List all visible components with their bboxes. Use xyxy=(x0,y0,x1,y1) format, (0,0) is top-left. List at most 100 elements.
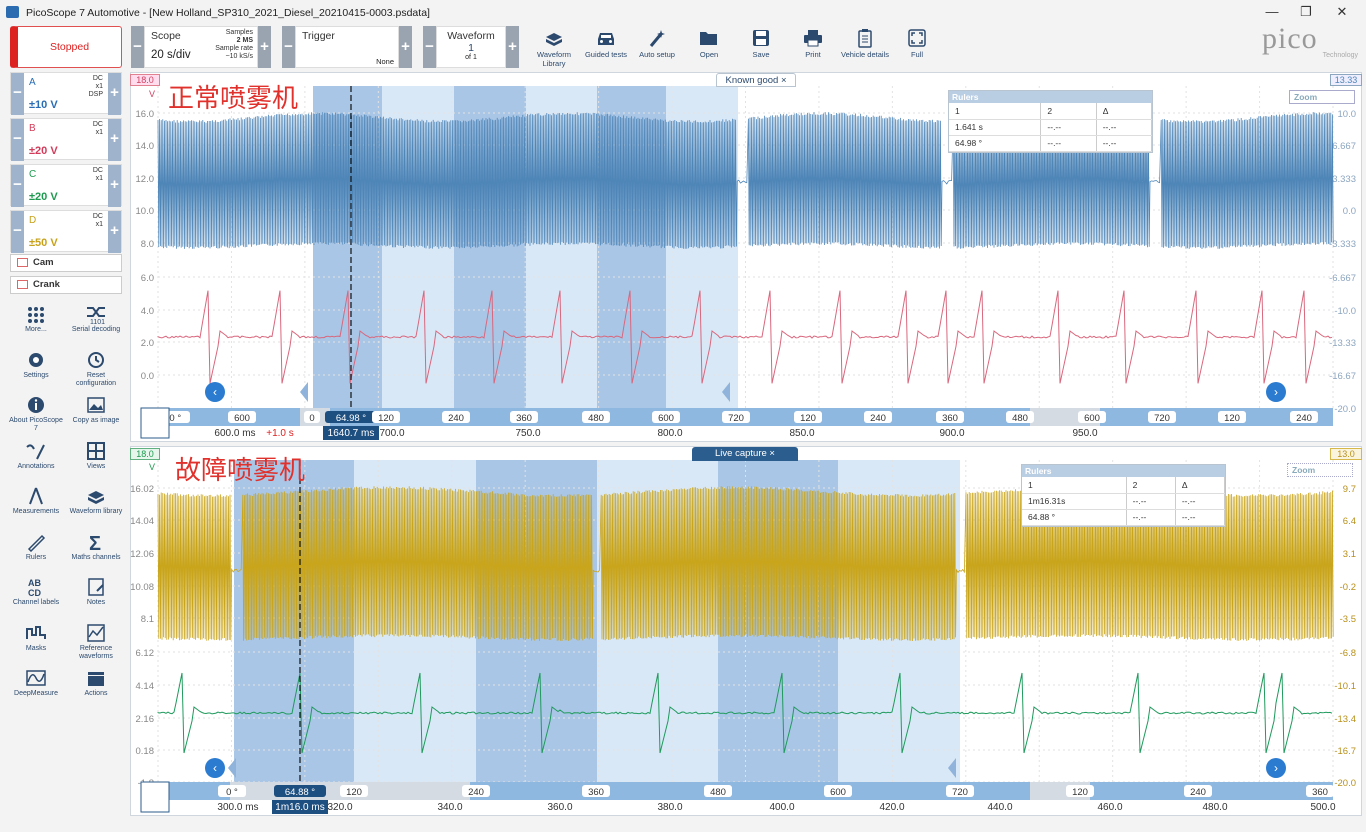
channel-b-scale-top[interactable]: 18.0 xyxy=(130,74,160,86)
scope-view-live-capture-plot[interactable]: 16.02 14.04 12.06 10.08 8.1 6.12 4.14 2.16 0.18 -… xyxy=(130,446,1362,816)
tool-label: Channel labels xyxy=(12,599,60,606)
channel-range-decrease-button[interactable]: − xyxy=(11,119,24,161)
vehicle-details-button[interactable]: Vehicle details xyxy=(839,28,891,59)
tick-label: 240 xyxy=(870,413,886,424)
ruler-cell: --.-- xyxy=(1096,119,1153,136)
channel-c-settings[interactable]: − C DC x1 ±20 V + xyxy=(10,164,122,207)
maths-channels-tool-button[interactable]: Σ Maths channels xyxy=(67,532,125,562)
tick-label: 64.88 ° xyxy=(285,787,315,798)
channel-range-decrease-button[interactable]: − xyxy=(11,165,24,207)
measurements-tool-button[interactable]: Measurements xyxy=(7,486,65,516)
refwave-icon xyxy=(87,623,105,642)
channel-range[interactable]: ±50 V xyxy=(29,237,58,249)
close-icon[interactable]: × xyxy=(780,75,787,86)
timebase-value[interactable]: 20 s/div xyxy=(151,49,191,61)
tick-chip xyxy=(864,411,892,423)
tool-label: Settings xyxy=(23,371,49,379)
tool-label: Actions xyxy=(84,690,108,697)
notes-tool-button[interactable]: Notes xyxy=(67,577,125,607)
ruler-cell: --.-- xyxy=(1175,493,1226,510)
waveform-previous-button[interactable]: − xyxy=(423,26,436,68)
channel-a-scale-top[interactable]: 13.33 xyxy=(1330,74,1362,86)
scope-decrease-button[interactable]: − xyxy=(131,26,144,68)
samples-value[interactable]: 2 MS xyxy=(236,37,253,44)
trigger-mode[interactable]: None xyxy=(376,57,394,66)
channel-labels-tool-button[interactable]: AB CD Channel labels xyxy=(7,577,65,607)
channel-range[interactable]: ±20 V xyxy=(29,191,58,203)
zoom-overview[interactable]: Zoom xyxy=(1287,463,1353,477)
crank-channel-button[interactable]: Crank xyxy=(10,276,122,294)
channel-c-scale-top[interactable]: 18.0 xyxy=(130,448,160,460)
channel-d-settings[interactable]: − D DC x1 ±50 V + xyxy=(10,210,122,253)
trigger-decrease-button[interactable]: − xyxy=(282,26,295,68)
ruler-handle xyxy=(300,382,308,402)
channel-a-settings[interactable]: − A DC x1 DSP ±10 V + xyxy=(10,72,122,115)
channel-range-increase-button[interactable]: + xyxy=(108,73,121,115)
channel-range-decrease-button[interactable]: − xyxy=(11,211,24,253)
annotation-faulty: 故障喷雾机 xyxy=(175,456,306,486)
guided-tests-button[interactable]: Guided tests xyxy=(580,28,632,59)
serial-decoding-tool-button[interactable]: 1101 Serial decoding xyxy=(67,304,125,334)
deepmeasure-icon xyxy=(26,670,46,686)
view-tab-live-capture[interactable]: Live capture × xyxy=(692,447,798,461)
channel-trace-bottom xyxy=(157,672,1333,754)
scope-view-known-good-plot[interactable]: 16.014.012.010.08.06.04.02.00.010.06.667… xyxy=(130,72,1362,442)
maximize-button[interactable]: ❐ xyxy=(1300,4,1312,19)
reset-configuration-tool-button[interactable]: Reset configuration xyxy=(67,350,125,388)
waveform-library-tool-button[interactable]: Waveform library xyxy=(67,486,125,516)
open-button[interactable]: Open xyxy=(683,28,735,59)
channel-range-increase-button[interactable]: + xyxy=(108,165,121,207)
channel-range[interactable]: ±20 V xyxy=(29,145,58,157)
cam-label: Cam xyxy=(33,257,54,268)
waveform-library-toolbar-button[interactable]: Waveform Library xyxy=(528,28,580,68)
channel-d-scale-top[interactable]: 13.0 xyxy=(1330,448,1362,460)
tool-label: Notes xyxy=(86,599,106,606)
reference-waveforms-tool-button[interactable]: Reference waveforms xyxy=(67,623,125,661)
left-axis-label: 14.0 xyxy=(136,141,155,152)
deepmeasure-tool-button[interactable]: DeepMeasure xyxy=(7,668,65,698)
trigger-group[interactable]: Trigger None xyxy=(295,26,399,68)
annotations-tool-button[interactable]: Annotations xyxy=(7,441,65,471)
tick-label: 0 ° xyxy=(226,787,238,798)
scope-increase-button[interactable]: + xyxy=(258,26,271,68)
channel-range[interactable]: ±10 V xyxy=(29,99,58,111)
cam-channel-button[interactable]: Cam xyxy=(10,254,122,272)
full-screen-button[interactable]: Full xyxy=(891,28,943,59)
copy-as-image-tool-button[interactable]: Copy as image xyxy=(67,395,125,425)
minimize-button[interactable]: — xyxy=(1265,4,1279,19)
time-label: 700.0 xyxy=(379,428,404,439)
books-icon xyxy=(546,33,562,46)
channel-range-increase-button[interactable]: + xyxy=(108,119,121,161)
channel-range-decrease-button[interactable]: − xyxy=(11,73,24,115)
close-icon[interactable]: × xyxy=(769,448,775,459)
view-tab-known-good[interactable]: Known good × xyxy=(716,73,796,87)
trigger-increase-button[interactable]: + xyxy=(399,26,412,68)
left-axis-label: 4.0 xyxy=(141,306,154,317)
auto-setup-button[interactable]: Auto setup xyxy=(631,28,683,59)
close-window-button[interactable]: ✕ xyxy=(1336,4,1348,19)
left-axis-label: 8.1 xyxy=(141,614,154,625)
scope-timebase-group[interactable]: Scope 20 s/div Samples 2 MS Sample rate … xyxy=(144,26,258,68)
save-button[interactable]: Save xyxy=(735,28,787,59)
more-tool-button[interactable]: More... xyxy=(7,304,65,334)
about-picoscope-7-tool-button[interactable]: About PicoScope 7 xyxy=(7,395,65,433)
tick-chip xyxy=(1148,411,1176,423)
zoom-overview[interactable]: Zoom xyxy=(1289,90,1355,104)
actions-tool-button[interactable]: Actions xyxy=(67,668,125,698)
rulers-tool-button[interactable]: Rulers xyxy=(7,532,65,562)
waveform-next-button[interactable]: + xyxy=(506,26,519,68)
tick-chip xyxy=(218,785,246,797)
settings-tool-button[interactable]: Settings xyxy=(7,350,65,380)
print-button[interactable]: Print xyxy=(787,28,839,59)
channel-b-settings[interactable]: − B DC x1 ±20 V + xyxy=(10,118,122,161)
masks-tool-button[interactable]: Masks xyxy=(7,623,65,653)
folder-icon xyxy=(700,32,717,45)
time-label: 420.0 xyxy=(879,802,904,813)
ruler-header: 2 xyxy=(1040,103,1097,120)
run-stop-button[interactable]: Stopped xyxy=(10,26,122,68)
views-tool-button[interactable]: Views xyxy=(67,441,125,471)
waveform-selector[interactable]: Waveform 1 of 1 xyxy=(436,26,506,68)
channel-range-increase-button[interactable]: + xyxy=(108,211,121,253)
